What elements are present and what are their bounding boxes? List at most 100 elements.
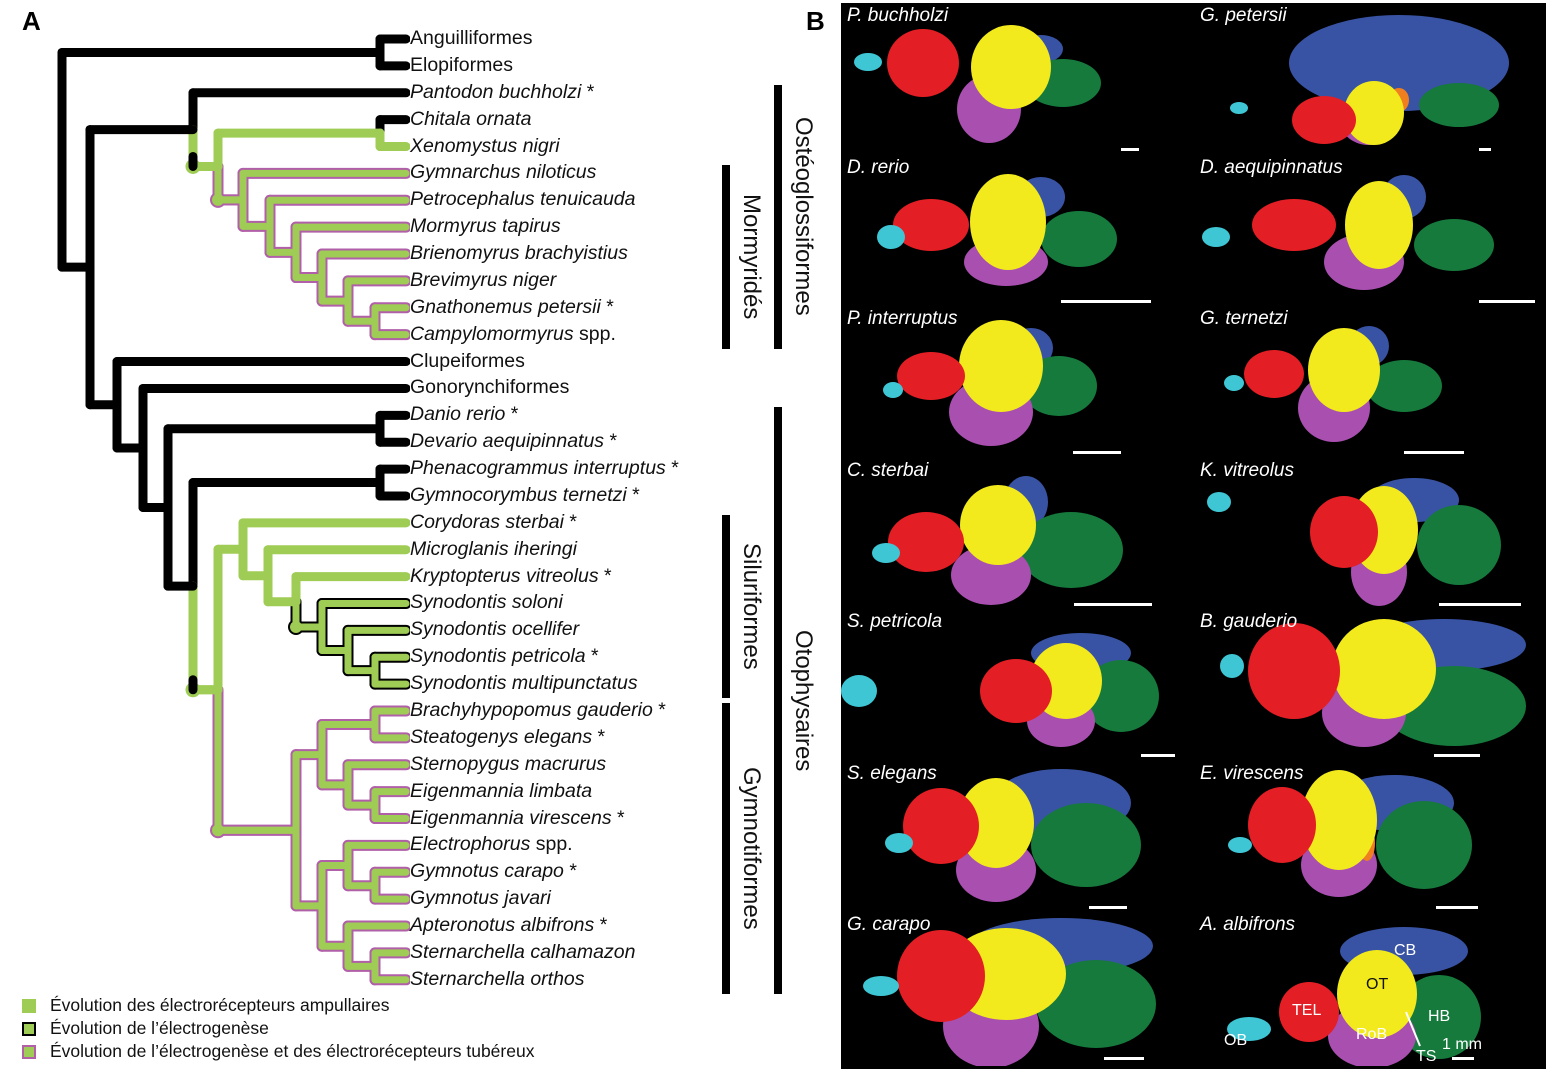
leaf-label: Synodontis soloni — [410, 591, 563, 613]
leaf-label: Devario aequipinnatus * — [410, 430, 617, 452]
clade-label: Mormyridés — [738, 194, 765, 320]
taxon-suffix: spp. — [573, 322, 616, 345]
taxon-name: Brevimyrus niger — [410, 268, 557, 291]
optic-tectum-region — [1332, 619, 1436, 719]
brain-cell: P. buchholzi — [841, 5, 1193, 157]
leaf-label: Xenomystus nigri — [410, 135, 560, 157]
telencephalon-region — [1244, 350, 1304, 398]
brain-reconstruction — [885, 768, 1141, 909]
species-label: D. rerio — [847, 156, 910, 178]
brain-reconstruction — [841, 633, 1175, 757]
leaf-label: Kryptopterus vitreolus * — [410, 565, 612, 587]
leaf-label: Chitala ornata — [410, 108, 531, 130]
brain-imaged-marker: * — [611, 806, 625, 829]
leaf-label: Sternarchella calhamazon — [410, 941, 635, 963]
taxon-name: Brienomyrus brachyistius — [410, 242, 628, 265]
scale-bar-label: 1 mm — [1442, 1036, 1482, 1053]
taxon-name: Sternarchella orthos — [410, 967, 585, 990]
leaf-label: Apteronotus albifrons * — [410, 914, 607, 936]
species-label: G. ternetzi — [1200, 308, 1288, 329]
brain-cell: D. aequipinnatus — [1194, 157, 1546, 309]
telencephalon-region — [887, 29, 959, 97]
leaf-label: Corydoras sterbai * — [410, 511, 577, 533]
hindbrain-region — [1036, 960, 1156, 1048]
legend-item-electrogenesis: Évolution de l’électrogenèse — [22, 1017, 534, 1040]
olfactory-bulb-region — [1207, 491, 1231, 512]
species-label: S. petricola — [847, 611, 943, 632]
brain-imaged-marker: * — [604, 430, 618, 453]
legend-label: Évolution des électrorécepteurs ampullai… — [50, 995, 390, 1015]
taxon-name: Corydoras sterbai — [410, 510, 564, 533]
phylogenetic-tree — [57, 34, 410, 986]
legend-label: Évolution de l’électrogenèse et des élec… — [50, 1041, 535, 1061]
optic-tectum-region — [1344, 81, 1404, 145]
scale-bar — [1073, 451, 1121, 454]
brain-reconstruction — [854, 25, 1139, 151]
scale-bar — [1439, 602, 1521, 606]
clade-bracket-bar — [722, 703, 730, 994]
scale-bar — [1479, 299, 1535, 303]
taxon-name: Gymnarchus niloticus — [410, 161, 597, 184]
brain-cell: K. vitreolus — [1194, 460, 1546, 612]
legend-item-tuberous: Évolution de l’électrogenèse et des élec… — [22, 1040, 534, 1063]
legend-item-ampullary: Évolution des électrorécepteurs ampullai… — [22, 994, 534, 1017]
taxon-name: Eigenmannia virescens — [410, 806, 612, 829]
panel-b-letter: B — [806, 6, 825, 36]
species-label: G. petersii — [1200, 5, 1287, 26]
olfactory-bulb-region — [841, 675, 877, 707]
brain-reconstruction — [1202, 174, 1535, 303]
taxon-name: Gonorynchiformes — [410, 376, 570, 399]
species-label: A. albifrons — [1200, 914, 1296, 935]
leaf-label: Elopiformes — [410, 54, 513, 76]
region-label-cb: CB — [1394, 942, 1417, 959]
trait-origin-node — [290, 621, 302, 633]
optic-tectum-region — [1301, 769, 1377, 870]
hindbrain-region — [1414, 218, 1494, 271]
olfactory-bulb-region — [1230, 102, 1248, 114]
brain-cell: B. gauderio — [1194, 611, 1546, 763]
taxon-name: Mormyrus tapirus — [410, 215, 561, 238]
taxon-name: Brachyhypopomus gauderio — [410, 699, 653, 721]
brain-reconstruction — [877, 173, 1151, 303]
taxon-name: Campylomormyrus — [410, 322, 574, 345]
species-label: E. virescens — [1200, 762, 1304, 784]
brain-imaged-marker: * — [626, 483, 640, 506]
hindbrain-region — [1041, 210, 1117, 267]
telencephalon-region — [980, 659, 1052, 723]
legend-swatch-ampullary — [22, 998, 36, 1013]
brain-reconstructions-panel: P. buchholzi G. petersii D. rerio D. aequip… — [841, 3, 1546, 1069]
olfactory-bulb-region — [885, 832, 913, 853]
taxon-name: Sternopygus macrurus — [410, 752, 607, 775]
clade-label: Ostéoglossiformes — [790, 117, 817, 317]
hindbrain-region — [1031, 802, 1141, 887]
leaf-label: Anguilliformes — [410, 27, 532, 49]
region-label-rob: RoB — [1356, 1026, 1388, 1043]
brain-imaged-marker: * — [598, 564, 612, 587]
olfactory-bulb-region — [863, 976, 899, 996]
leaf-label: Sternopygus macrurus — [410, 753, 606, 775]
brain-imaged-marker: * — [665, 457, 679, 480]
telencephalon-region — [897, 930, 985, 1022]
leaf-label: Synodontis ocellifer — [410, 618, 579, 640]
ts-pointer-line — [1405, 1011, 1421, 1047]
brain-cell: C. sterbai — [841, 460, 1193, 612]
leaf-label: Brevimyrus niger — [410, 269, 556, 291]
hindbrain-region — [1419, 83, 1499, 127]
species-label: G. carapo — [847, 914, 931, 935]
taxon-name: Elopiformes — [410, 53, 513, 76]
taxon-name: Apteronotus albifrons — [410, 914, 595, 937]
leaf-label: Mormyrus tapirus — [410, 215, 561, 237]
taxon-name: Xenomystus nigri — [410, 134, 560, 157]
brain-cell: S. petricola — [841, 611, 1193, 763]
taxon-name: Gnathonemus petersii — [410, 295, 601, 318]
taxon-name: Gymnotus carapo — [410, 860, 564, 883]
brain-imaged-marker: * — [600, 295, 614, 318]
hindbrain-region — [1019, 511, 1123, 588]
scale-bar — [1141, 754, 1175, 757]
olfactory-bulb-region — [883, 382, 903, 398]
olfactory-bulb-region — [854, 53, 882, 71]
brain-cell: A. albifrons CB OT TEL HB RoB OB TS 1 mm — [1194, 914, 1546, 1066]
brain-imaged-marker: * — [563, 510, 577, 533]
trait-origin-node — [212, 193, 224, 206]
region-label-ot: OT — [1366, 976, 1389, 993]
